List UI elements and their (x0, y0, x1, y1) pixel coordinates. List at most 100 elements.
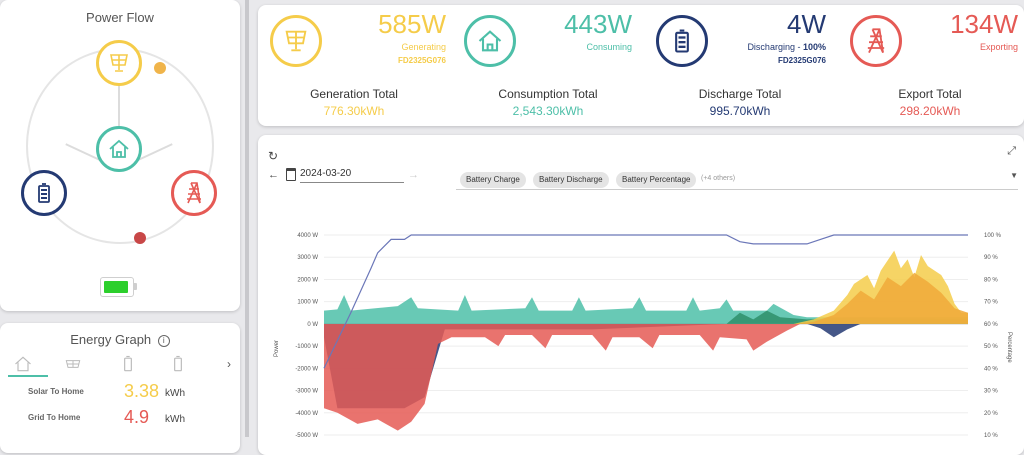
grid-outline-icon (174, 355, 182, 372)
chip-battery-charge[interactable]: Battery Charge (460, 172, 526, 188)
y-right-tick-label: 100 % (984, 233, 1002, 239)
solar-panel-icon (110, 54, 128, 72)
y-left-tick-label: -5000 W (295, 433, 318, 437)
export-total-value: 298.20kWh (899, 104, 961, 118)
y-left-tick-label: -2000 W (295, 366, 318, 372)
power-flow-title: Power Flow (86, 10, 154, 25)
generation-label: Generating (401, 42, 446, 52)
consumption-value: 443W (564, 9, 632, 39)
home-outline-icon (15, 356, 31, 372)
previous-date-arrow-icon[interactable]: ← (268, 169, 279, 181)
y-left-tick-label: 3000 W (297, 255, 318, 261)
chip-battery-percentage[interactable]: Battery Percentage (616, 172, 697, 188)
y-left-tick-label: -1000 W (295, 344, 318, 350)
grid-node[interactable] (171, 170, 217, 216)
y-right-tick-label: 50 % (984, 344, 998, 350)
home-node[interactable] (96, 126, 142, 172)
y-left-tick-label: 0 W (307, 322, 318, 328)
y-right-tick-label: 10 % (984, 433, 998, 437)
tab-active-underline (8, 375, 48, 377)
energy-graph-card: Energy Graph i Solar To Home 3.38 kWh Gr… (0, 323, 240, 453)
discharge-total-label: Discharge Total (698, 87, 782, 101)
power-flow-card: Power Flow (0, 0, 240, 311)
solar-to-home-unit: kWh (165, 388, 185, 399)
battery-percent: 100% (802, 42, 826, 52)
solar-node[interactable] (96, 40, 142, 86)
consumption-label: Consuming (586, 42, 632, 52)
consumption-icon-circle (464, 15, 516, 67)
chip-battery-discharge[interactable]: Battery Discharge (533, 172, 609, 188)
battery-icon-circle (656, 15, 708, 67)
export-label: Exporting (979, 42, 1018, 52)
generation-total-value: 776.30kWh (323, 104, 385, 118)
battery-status: Discharging - 100% (747, 42, 826, 52)
grid-to-home-label: Grid To Home (28, 413, 81, 422)
y-left-tick-label: 4000 W (297, 233, 318, 239)
power-tower-icon (867, 28, 885, 54)
solar-flow-dot (154, 62, 166, 74)
series-line (323, 234, 968, 369)
home-icon (478, 30, 502, 52)
info-icon[interactable]: i (157, 334, 170, 347)
battery-icon (38, 183, 50, 203)
generation-device-id: FD2325G076 (397, 56, 446, 65)
y-left-tick-label: 2000 W (297, 277, 318, 283)
home-icon (109, 139, 129, 158)
consumption-total-value: 2,543.30kWh (512, 104, 584, 118)
panel-divider[interactable] (245, 0, 249, 437)
refresh-icon[interactable]: ↻ (268, 149, 279, 163)
y-right-tick-label: 60 % (984, 322, 998, 328)
y-left-tick-label: -3000 W (295, 389, 318, 395)
solar-to-home-label: Solar To Home (28, 387, 84, 396)
solar-to-home-value: 3.38 (124, 381, 160, 401)
generation-total-label: Generation Total (310, 87, 398, 101)
series-select[interactable] (456, 165, 1018, 190)
export-value: 134W (950, 9, 1018, 39)
date-input[interactable]: 2024-03-20 (300, 168, 404, 183)
solar-outline-icon (65, 360, 81, 368)
battery-outline-icon (124, 355, 132, 372)
fullscreen-icon[interactable]: ⤢ (1007, 145, 1016, 157)
generation-value: 585W (378, 9, 446, 39)
series-area (324, 295, 968, 324)
battery-value: 4W (787, 9, 826, 39)
y-left-tick-label: -4000 W (295, 411, 318, 417)
battery-level-icon (100, 277, 137, 297)
y-right-tick-label: 30 % (984, 389, 998, 395)
battery-device-id: FD2325G076 (777, 56, 826, 65)
battery-node[interactable] (21, 170, 67, 216)
energy-graph-title-wrap: Energy Graph i (0, 332, 240, 347)
chip-more-count: (+4 others) (701, 175, 736, 182)
tab-solar[interactable] (60, 353, 86, 375)
tab-grid[interactable] (165, 353, 191, 375)
tab-battery[interactable] (115, 353, 141, 375)
export-total-label: Export Total (898, 87, 962, 101)
y-right-tick-label: 70 % (984, 300, 998, 306)
tabs-next-chevron-icon[interactable]: › (227, 357, 231, 371)
summary-card: 585W Generating FD2325G076 443W Consumin… (258, 5, 1024, 126)
grid-to-home-value: 4.9 (124, 407, 150, 427)
discharge-total-value: 995.70kWh (709, 104, 771, 118)
power-chart: 4000 W 100 % 3000 W 90 % 2000 W 80 % 1000 W 70 … (274, 233, 1012, 437)
battery-icon (675, 29, 689, 53)
energy-graph-title: Energy Graph (70, 332, 152, 347)
grid-flow-dot (134, 232, 146, 244)
calendar-icon[interactable] (286, 168, 296, 181)
next-date-arrow-icon[interactable]: → (408, 169, 419, 181)
flow-line-solar (118, 82, 120, 132)
battery-status-label: Discharging - (747, 42, 803, 52)
generation-icon-circle (270, 15, 322, 67)
power-tower-icon (187, 182, 201, 204)
tab-home[interactable] (10, 353, 36, 375)
series-area (793, 272, 968, 324)
grid-to-home-unit: kWh (165, 414, 185, 425)
series-select-chevron-icon[interactable]: ▼ (1010, 171, 1018, 180)
y-right-tick-label: 20 % (984, 411, 998, 417)
y-right-tick-label: 40 % (984, 366, 998, 372)
y-right-tick-label: 90 % (984, 255, 998, 261)
export-icon-circle (850, 15, 902, 67)
y-right-axis-label: Percentage (1006, 332, 1012, 363)
y-right-tick-label: 80 % (984, 277, 998, 283)
solar-panel-icon (285, 30, 307, 52)
y-left-tick-label: 1000 W (297, 300, 318, 306)
